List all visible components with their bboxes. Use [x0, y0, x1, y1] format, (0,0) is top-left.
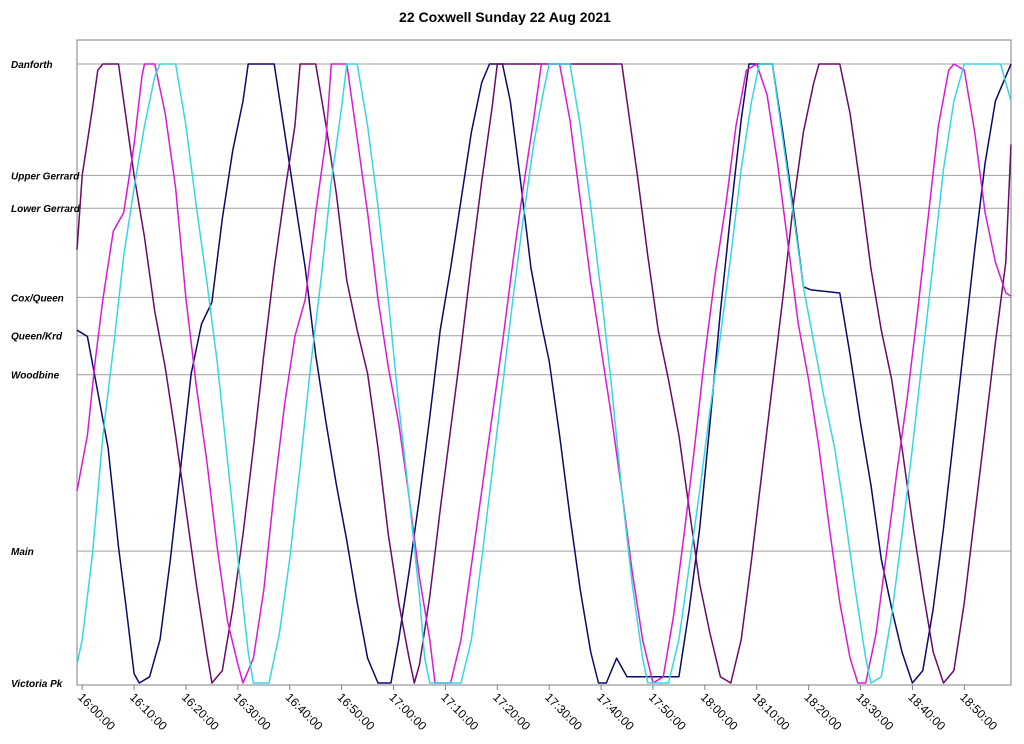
x-tick-label: 17:40:00: [594, 690, 637, 733]
y-label-danforth: Danforth: [11, 60, 53, 71]
x-tick-label: 16:10:00: [127, 690, 170, 733]
y-label-lower-gerrard: Lower Gerrard: [11, 204, 81, 215]
series-line-1: [76, 63, 1012, 684]
y-label-main: Main: [11, 547, 34, 558]
x-tick-label: 16:50:00: [335, 690, 378, 733]
y-label-victoria-pk: Victoria Pk: [11, 679, 63, 690]
x-tick-label: 18:00:00: [698, 690, 741, 733]
series-line-3: [76, 63, 1012, 684]
series-line-4: [76, 63, 1012, 684]
chart-title: 22 Coxwell Sunday 22 Aug 2021: [399, 9, 611, 25]
series-group: [76, 63, 1012, 684]
x-tick-label: 17:50:00: [646, 690, 689, 733]
x-tick-label: 18:30:00: [853, 690, 896, 733]
x-tick-label: 18:40:00: [905, 690, 948, 733]
x-tick-label: 16:40:00: [283, 690, 326, 733]
y-label-queen-krd: Queen/Krd: [11, 332, 63, 343]
series-line-2: [76, 63, 1012, 684]
y-label-upper-gerrard: Upper Gerrard: [11, 171, 80, 182]
x-tick-label: 18:10:00: [750, 690, 793, 733]
x-tick-label: 17:10:00: [438, 690, 481, 733]
y-axis-labels: Danforth Upper Gerrard Lower Gerrard Cox/Qu…: [11, 60, 81, 690]
x-axis-labels: 16:00:00 16:10:00 16:20:00 16:30:00 16:40:00…: [75, 690, 1000, 733]
x-tick-label: 16:30:00: [231, 690, 274, 733]
x-tick-label: 18:20:00: [802, 690, 845, 733]
x-tick-label: 17:20:00: [490, 690, 533, 733]
x-tick-label: 16:20:00: [179, 690, 222, 733]
y-label-cox-queen: Cox/Queen: [11, 293, 64, 304]
x-tick-label: 17:00:00: [386, 690, 429, 733]
x-tick-label: 18:50:00: [957, 690, 1000, 733]
plot-frame: [76, 39, 1012, 686]
x-tick-label: 17:30:00: [542, 690, 585, 733]
grid-lines: [77, 63, 1011, 552]
x-axis-ticks: [81, 685, 965, 690]
y-label-woodbine: Woodbine: [11, 371, 60, 382]
x-tick-label: 16:00:00: [75, 690, 118, 733]
